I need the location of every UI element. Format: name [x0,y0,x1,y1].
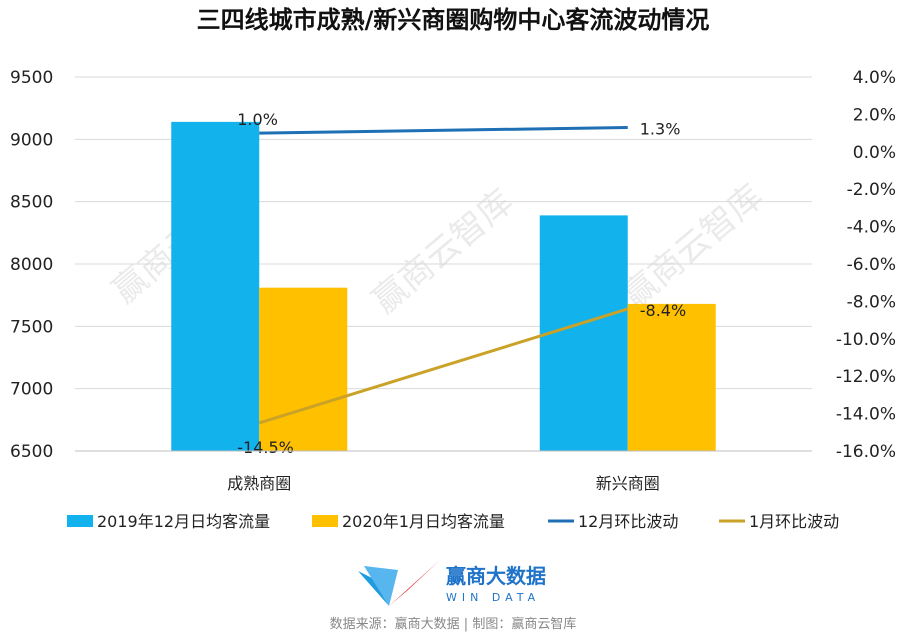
bar [539,215,628,451]
y-left-tick-label: 7500 [10,317,53,337]
brand-logo: 赢商大数据 WIN DATA [358,560,546,606]
y-left-tick-label: 6500 [10,442,53,462]
y-right-tick-label: 0.0% [853,143,896,163]
series-line [258,307,629,425]
data-label: -14.5% [237,438,294,457]
legend: 2019年12月日均客流量 2020年1月日均客流量 12月环比波动 1月环比波动 [67,512,839,531]
legend-label: 12月环比波动 [578,512,678,531]
bar [171,121,260,451]
data-label: -8.4% [640,301,686,320]
y-right-tick-label: -8.0% [847,292,896,312]
legend-label: 2020年1月日均客流量 [342,512,505,531]
y-left-tick-label: 8000 [10,255,53,275]
bars [171,121,716,451]
y-right-tick-label: 4.0% [853,68,896,88]
y-left-tick-label: 9500 [10,68,53,88]
y-right-tick-label: -12.0% [836,367,896,387]
y-right-tick-label: -2.0% [847,180,896,200]
legend-label: 1月环比波动 [749,512,839,531]
series-line [259,125,628,135]
data-label: 1.0% [237,110,278,129]
legend-swatch [67,515,93,527]
y-right-tick-label: -4.0% [847,218,896,238]
brand-subtitle: WIN DATA [446,591,540,604]
bar [259,287,348,451]
y-left-tick-label: 7000 [10,380,53,400]
x-tick-label: 成熟商圈 [227,474,291,493]
watermark-text: 赢商云智库 [615,177,771,317]
source-note: 数据来源：赢商大数据 | 制图：赢商云智库 [330,616,577,632]
y-right-tick-label: 2.0% [853,105,896,125]
data-label: 1.3% [640,119,681,138]
bar [627,303,716,451]
legend-swatch [312,515,338,527]
legend-label: 2019年12月日均客流量 [97,512,270,531]
y-left-tick-label: 9000 [10,130,53,150]
x-tick-label: 新兴商圈 [596,474,660,493]
brand-name: 赢商大数据 [446,564,546,588]
y-right-tick-label: -16.0% [836,442,896,462]
brand-mark-icon [358,560,440,606]
y-right-tick-label: -10.0% [836,330,896,350]
axes: 6500 7000 7500 8000 8500 9000 9500 -16.0% -14.0%… [10,68,896,493]
y-right-tick-label: -14.0% [836,405,896,425]
y-right-tick-label: -6.0% [847,255,896,275]
chart-title: 三四线城市成熟/新兴商圈购物中心客流波动情况 [197,6,710,34]
lines: 1.0% 1.3% -14.5% -8.4% [237,110,686,457]
watermark-text: 赢商云智库 [365,182,521,322]
y-left-tick-label: 8500 [10,193,53,213]
